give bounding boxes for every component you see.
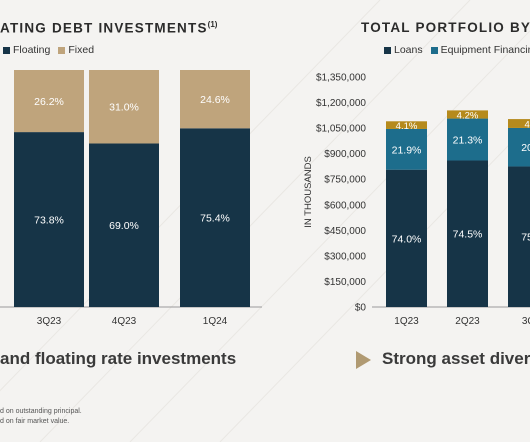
bar-segment-2Q23-1 [447,118,488,161]
arrow-icon [356,351,371,369]
bar-label: 4.1% [396,121,418,132]
x-tick-label: 2Q23 [455,316,480,327]
bar-segment-1Q23-1 [386,128,427,170]
legend-swatch [430,46,438,54]
legend-floating: Floating [3,44,50,56]
x-tick-label: 1Q23 [394,316,419,327]
bar-label: 74.5% [453,229,483,241]
bar-segment-2Q23-2 [447,110,488,119]
y-tick-label: $150,000 [324,277,366,288]
legend-equipment: Equipment Financin [430,44,530,56]
legend-loans: Loans [384,44,423,56]
bar-label: 74.0% [392,233,422,245]
bar-label: 26.2% [34,96,64,108]
bar-label: 69.0% [109,220,139,232]
y-tick-label: $750,000 [324,175,366,186]
left-chart-title: ATING DEBT INVESTMENTS(1) [0,20,218,36]
x-tick-label: 3Q23 [37,316,62,327]
y-tick-label: $450,000 [324,226,366,237]
bar-label: 24.6% [200,94,230,106]
left-chart: 73.8% 26.2% 3Q23 69.0% 31.0% 4Q23 75.4% 24.6% 1Q… [0,70,262,327]
bar-segment-4Q23-Floating [89,143,159,307]
bar-label: 75.4% [200,213,230,225]
y-tick-label: $600,000 [324,200,366,211]
bar-segment-1Q23-2 [386,121,427,129]
bar-segment-1Q24-Floating [180,128,250,307]
bar-segment-3Q23-Fixed [14,70,84,133]
footnote-2: d on fair market value. [0,418,70,425]
x-tick-label: 4Q23 [112,316,137,327]
bar-label: 20. [521,142,530,154]
bar-label: 4.2% [457,110,479,121]
bar-segment-1Q23-0 [386,169,427,307]
legend-fixed: Fixed [58,44,94,56]
bar-label: 21.9% [392,144,422,156]
bar-segment-3Q-1 [508,127,530,167]
right-chart-title: TOTAL PORTFOLIO BY IN [361,20,530,35]
legend-swatch [58,46,66,54]
y-tick-label: $1,200,000 [316,98,366,109]
bar-label: 21.3% [453,135,483,147]
x-tick-label: 1Q24 [203,316,228,327]
bar-segment-1Q24-Fixed [180,70,250,129]
legend-swatch [3,46,10,54]
bar-segment-2Q23-0 [447,160,488,307]
bar-label: 4. [525,120,530,131]
bar-label: 73.8% [34,215,64,227]
left-tagline: and floating rate investments [0,349,237,368]
y-tick-label: $300,000 [324,251,366,262]
x-tick-label: 3Q [522,316,530,327]
y-tick-label: $1,050,000 [316,124,366,135]
bar-segment-3Q-0 [508,166,530,307]
right-chart: $0 $150,000 $300,000 $450,000 $600,000 $750,0… [303,73,530,327]
right-legend: Loans Equipment Financin [384,44,530,56]
right-tagline: Strong asset divers [382,349,530,368]
y-tick-label: $0 [355,303,367,314]
y-tick-label: $1,350,000 [316,73,366,84]
footnote-1: d on outstanding principal. [0,408,82,415]
bar-segment-4Q23-Fixed [89,70,159,144]
left-legend: Floating Fixed [3,44,102,56]
bar-label: 75. [521,232,530,244]
bar-segment-3Q-2 [508,119,530,128]
bar-segment-3Q23-Floating [14,132,84,307]
legend-swatch [384,46,391,54]
y-axis-label: IN THOUSANDS [303,156,314,228]
y-tick-label: $900,000 [324,149,366,160]
bar-label: 31.0% [109,102,139,114]
